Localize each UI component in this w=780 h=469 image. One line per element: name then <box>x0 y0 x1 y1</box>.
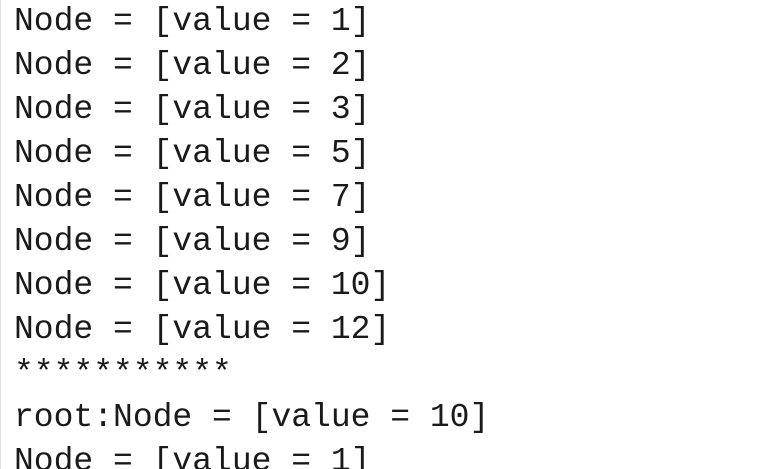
console-line: Node = [value = 7] <box>14 179 371 216</box>
console-line: root:Node = [value = 10] <box>14 399 490 436</box>
console-line: Node = [value = 5] <box>14 135 371 172</box>
console-line: Node = [value = 2] <box>14 47 371 84</box>
console-line: Node = [value = 9] <box>14 223 371 260</box>
console-line: Node = [value = 12] <box>14 311 391 348</box>
console-line: Node = [value = 1] <box>14 443 371 469</box>
console-line: Node = [value = 3] <box>14 91 371 128</box>
console-line: *********** <box>14 355 232 392</box>
console-line: Node = [value = 10] <box>14 267 391 304</box>
console-line: Node = [value = 1] <box>14 3 371 40</box>
